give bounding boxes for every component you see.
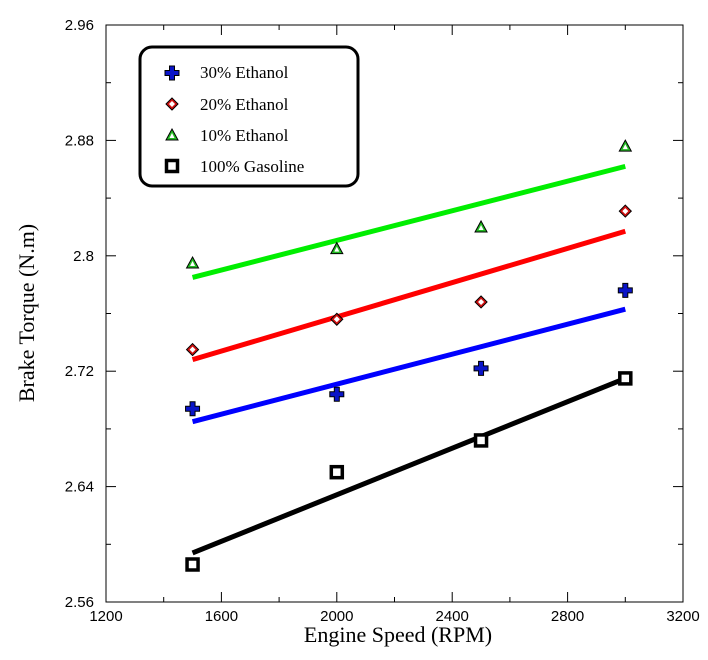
legend-markers	[164, 65, 180, 174]
square-marker-icon	[329, 464, 345, 480]
point-triangle	[185, 255, 200, 269]
point-plus	[473, 360, 489, 376]
point-diamond	[618, 204, 633, 218]
axis-ticks	[105, 24, 684, 603]
triangle-marker-inner	[478, 224, 484, 230]
point-triangle	[618, 139, 633, 152]
data-points	[185, 139, 633, 572]
fit-lines	[191, 163, 627, 556]
x-tick-label: 3200	[666, 608, 699, 625]
x-tick-label: 1600	[205, 608, 238, 625]
diamond-marker-inner	[478, 298, 485, 305]
point-plus	[185, 401, 201, 417]
fit-line-plus	[191, 306, 626, 425]
fit-line-square	[191, 376, 627, 556]
legend-box	[138, 45, 360, 188]
point-plus	[329, 386, 345, 402]
legend-label-20-ethanol: 20% Ethanol	[200, 95, 289, 114]
diamond-marker-inner	[333, 316, 340, 323]
legend-marker-triangle	[165, 127, 179, 141]
square-marker-icon	[473, 433, 489, 448]
point-square	[473, 433, 489, 448]
square-marker-icon	[618, 371, 633, 386]
point-triangle	[329, 241, 344, 255]
x-tick-label: 2800	[551, 608, 584, 625]
legend-label-10-ethanol: 10% Ethanol	[200, 126, 289, 145]
point-triangle	[474, 219, 488, 233]
y-tick-label: 2.72	[65, 363, 94, 380]
plus-marker-icon	[329, 386, 345, 402]
x-tick-label: 2400	[436, 608, 469, 625]
x-tick-labels: 1200 1600 2000 2400 2800 3200	[89, 608, 699, 625]
y-axis-title: Brake Torque (N.m)	[14, 224, 39, 402]
fit-line-diamond	[191, 228, 627, 363]
diamond-marker-inner	[622, 208, 629, 215]
square-marker-icon	[164, 158, 180, 174]
triangle-marker-inner	[190, 261, 196, 267]
point-square	[185, 557, 200, 572]
legend: 30% Ethanol 20% Ethanol 10% Ethanol 100%…	[138, 45, 360, 188]
legend-marker-diamond	[165, 97, 179, 111]
y-tick-label: 2.8	[73, 248, 94, 265]
y-tick-label: 2.96	[65, 17, 94, 34]
y-tick-label: 2.56	[65, 594, 94, 611]
x-tick-label: 2000	[320, 608, 353, 625]
legend-marker-plus	[164, 65, 180, 81]
fit-line-triangle	[191, 163, 626, 280]
point-plus	[617, 282, 633, 298]
triangle-marker-inner	[334, 246, 340, 252]
legend-label-30-ethanol: 30% Ethanol	[200, 63, 289, 82]
diamond-marker-inner	[189, 346, 196, 353]
x-axis-title: Engine Speed (RPM)	[304, 622, 492, 647]
diamond-marker-inner	[169, 101, 175, 107]
point-square	[329, 464, 345, 480]
square-marker-icon	[185, 557, 200, 572]
triangle-marker-inner	[169, 133, 175, 138]
x-tick-label: 1200	[89, 608, 122, 625]
plus-marker-icon	[164, 65, 180, 81]
plus-marker-icon	[185, 401, 201, 417]
y-tick-labels: 2.56 2.64 2.72 2.8 2.88 2.96	[65, 17, 94, 611]
triangle-marker-inner	[622, 144, 628, 150]
point-diamond	[185, 342, 200, 357]
y-tick-label: 2.64	[65, 479, 94, 496]
legend-marker-square	[164, 158, 180, 174]
point-square	[618, 371, 633, 386]
y-tick-label: 2.88	[65, 132, 94, 149]
point-diamond	[474, 295, 488, 309]
plus-marker-icon	[617, 282, 633, 298]
point-diamond	[330, 312, 344, 326]
legend-label-100-gasoline: 100% Gasoline	[200, 157, 304, 176]
plus-marker-icon	[473, 360, 489, 376]
